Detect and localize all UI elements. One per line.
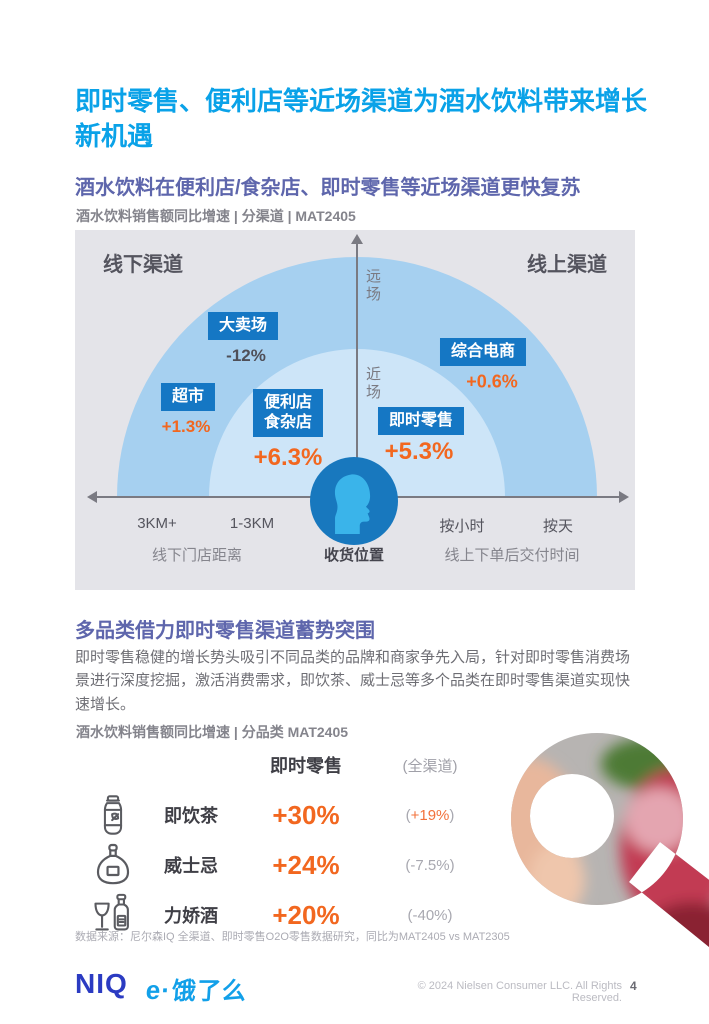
- table-header-spacer: [86, 746, 140, 784]
- tick-3km-plus: 3KM+: [137, 515, 177, 532]
- badge-instant-retail: 即时零售: [377, 407, 465, 435]
- paren: ): [449, 856, 455, 874]
- badge-convenience-grocery: 便利店 食杂店: [252, 389, 324, 437]
- eleme-mark-icon: e·: [144, 975, 173, 1005]
- data-source-note: 数据来源：尼尔森IQ 全渠道、即时零售O2O零售数据研究，同比为MAT2405 …: [75, 931, 510, 943]
- value-hypermarket: -12%: [226, 346, 266, 365]
- all-channel-value: (+19%): [370, 807, 490, 824]
- section-categories-title: 多品类借力即时零售渠道蓄势突围: [75, 620, 375, 642]
- badge-grocery-line2: 食杂店: [263, 414, 313, 431]
- section-channels-subtitle: 酒水饮料在便利店/食杂店、即时零售等近场渠道更快复苏: [75, 177, 581, 199]
- copyright-text: © 2024 Nielsen Consumer LLC. All Rights …: [417, 980, 622, 1004]
- liqueur-bottle-icon: [86, 892, 140, 938]
- offline-channel-label: 线下渠道: [103, 254, 183, 276]
- all-channel-number: -40%: [412, 906, 448, 924]
- category-name: 即饮茶: [164, 806, 218, 826]
- delivery-location-label: 收货位置: [323, 547, 385, 564]
- category-name: 威士忌: [164, 856, 218, 876]
- paren: ): [449, 806, 455, 824]
- axis-arrow-left-icon: [87, 491, 97, 503]
- far-field-label: 远场: [366, 268, 382, 303]
- page-number: 4: [630, 979, 637, 993]
- eleme-wordmark: 饿了么: [170, 978, 248, 1005]
- niq-logo: NIQ: [75, 968, 128, 999]
- badge-convenience-line1: 便利店: [263, 394, 313, 411]
- tick-1-3km: 1-3KM: [229, 515, 275, 532]
- vertical-axis-arrow-icon: [351, 234, 363, 244]
- badge-hypermarket: 大卖场: [207, 312, 279, 340]
- online-channel-label: 线上渠道: [527, 254, 607, 276]
- near-field-label: 近场: [366, 366, 382, 401]
- category-growth-table: 即时零售 (全渠道) 即饮茶 +30% (+19%): [86, 740, 490, 940]
- value-ecommerce: +0.6%: [466, 371, 518, 392]
- column-header-instant-retail: 即时零售: [270, 756, 342, 776]
- value-instant-retail: +5.3%: [384, 438, 454, 465]
- instant-retail-value: +24%: [272, 849, 340, 880]
- chart-caption-categories: 酒水饮料销售额同比增速 | 分品类 MAT2405: [76, 724, 349, 740]
- badge-supermarket: 超市: [160, 383, 216, 411]
- offline-distance-label: 线下门店距离: [151, 547, 243, 564]
- eleme-logo: e·饿了么: [145, 971, 249, 1006]
- whiskey-bottle-icon: [86, 843, 140, 887]
- badge-ecommerce: 综合电商: [439, 338, 527, 366]
- instant-retail-value: +20%: [272, 899, 340, 930]
- tea-bottle-icon: [86, 793, 140, 837]
- category-name: 力娇酒: [164, 906, 218, 926]
- all-channel-value: (-40%): [370, 907, 490, 924]
- tick-by-day: 按天: [542, 518, 574, 535]
- instant-retail-value: +30%: [272, 799, 340, 830]
- section-categories-body: 即时零售稳健的增长势头吸引不同品类的品牌和商家争先入局，针对即时零售消费场景进行…: [75, 649, 631, 713]
- paren: (: [405, 856, 411, 874]
- paren: (: [405, 806, 411, 824]
- all-channel-number: -7.5%: [410, 856, 450, 874]
- vertical-axis: [356, 244, 358, 497]
- value-supermarket: +1.3%: [161, 417, 211, 436]
- consumer-location-marker: [310, 457, 398, 545]
- chart-caption-channels: 酒水饮料销售额同比增速 | 分渠道 | MAT2405: [76, 208, 356, 224]
- all-channel-value: (-7.5%): [370, 857, 490, 874]
- magnifier-drink-photo: [511, 733, 709, 960]
- page-title: 即时零售、便利店等近场渠道为酒水饮料带来增长新机遇: [75, 86, 648, 152]
- value-convenience-grocery: +6.3%: [253, 444, 323, 471]
- person-head-icon: [334, 474, 371, 534]
- channel-diagram: 线下渠道 线上渠道 远场 近场 大卖场 -12% 超市 +1.3% 便利店食杂店…: [75, 230, 635, 590]
- paren: (: [407, 906, 413, 924]
- online-delivery-time-label: 线上下单后交付时间: [444, 547, 580, 564]
- table-header-spacer: [140, 746, 242, 784]
- column-header-all-channel: (全渠道): [402, 757, 458, 775]
- paren: ): [447, 906, 453, 924]
- tick-by-hour: 按小时: [439, 518, 485, 535]
- axis-arrow-right-icon: [619, 491, 629, 503]
- all-channel-number: +19%: [410, 806, 450, 824]
